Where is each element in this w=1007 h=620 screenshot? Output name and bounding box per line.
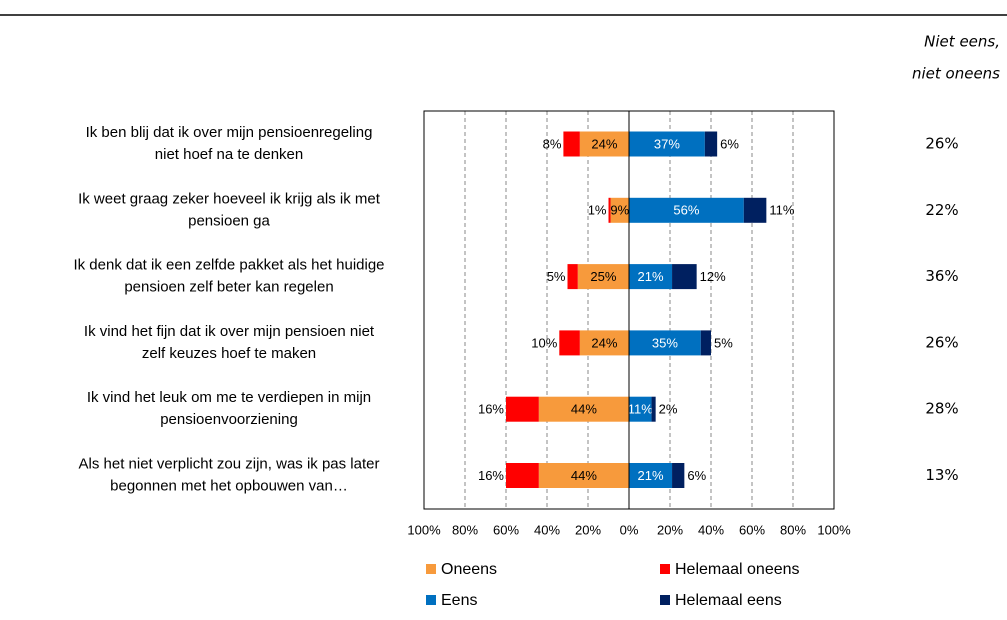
legend-swatch	[426, 595, 436, 605]
legend-swatch	[426, 564, 436, 574]
data-label: 2%	[659, 402, 678, 417]
bar	[610, 197, 629, 223]
bar	[704, 131, 718, 157]
bar	[608, 197, 611, 223]
neutral-value: 26%	[925, 333, 958, 351]
y-tick-label: Ik vind het leuk om me te verdiepen in m…	[87, 389, 371, 428]
bar	[506, 463, 539, 488]
data-label: 9%	[610, 203, 629, 218]
x-tick-label: 40%	[534, 522, 560, 537]
data-label: 1%	[588, 203, 607, 218]
bar	[506, 396, 539, 422]
bar	[559, 330, 580, 356]
neutral-value: 26%	[925, 135, 958, 153]
neutral-value: 13%	[925, 466, 958, 484]
x-tick-label: 60%	[493, 522, 519, 537]
x-tick-label: 100%	[407, 522, 441, 537]
neutral-title: Niet eens,	[924, 33, 1000, 51]
y-tick-label: Ik ben blij dat ik over mijn pensioenreg…	[86, 124, 373, 163]
bar	[538, 396, 629, 422]
y-tick-label: Als het niet verplicht zou zijn, was ik …	[79, 455, 380, 494]
bar	[629, 396, 652, 422]
data-label: 16%	[478, 468, 504, 483]
data-label: 5%	[547, 269, 566, 284]
bar	[651, 396, 656, 422]
bar	[700, 330, 711, 356]
x-tick-label: 20%	[657, 522, 683, 537]
bar	[579, 131, 629, 157]
data-label: 24%	[591, 136, 617, 151]
data-label: 16%	[478, 402, 504, 417]
x-tick-label: 80%	[452, 522, 478, 537]
legend-label: Oneens	[441, 561, 497, 578]
data-label: 11%	[628, 402, 653, 417]
data-label: 44%	[571, 402, 597, 417]
data-label: 35%	[652, 335, 678, 350]
x-tick-label: 0%	[620, 522, 639, 537]
bar	[743, 197, 767, 223]
bar	[577, 264, 629, 290]
data-label: 10%	[531, 335, 557, 350]
data-label: 24%	[591, 335, 617, 350]
data-label: 6%	[687, 468, 706, 483]
x-tick-label: 40%	[698, 522, 724, 537]
data-label: 44%	[571, 468, 597, 483]
bar	[672, 463, 685, 488]
bar	[629, 264, 673, 290]
data-label: 21%	[638, 269, 664, 284]
data-label: 25%	[590, 269, 616, 284]
legend-swatch	[660, 564, 670, 574]
y-tick-label: Ik vind het fijn dat ik over mijn pensio…	[84, 323, 375, 362]
bar	[629, 330, 701, 356]
bar	[629, 197, 744, 223]
neutral-title: niet oneens	[912, 65, 1000, 83]
data-label: 37%	[654, 136, 680, 151]
y-tick-label: Ik weet graag zeker hoeveel ik krijg als…	[78, 190, 381, 229]
x-tick-label: 60%	[739, 522, 765, 537]
legend-swatch	[660, 595, 670, 605]
bar	[629, 463, 673, 488]
data-label: 11%	[769, 203, 794, 218]
data-label: 8%	[543, 136, 562, 151]
y-tick-label: Ik denk dat ik een zelfde pakket als het…	[73, 257, 384, 296]
bar	[538, 463, 629, 488]
neutral-value: 22%	[925, 201, 958, 219]
data-label: 5%	[714, 335, 733, 350]
data-label: 12%	[700, 269, 726, 284]
x-tick-label: 20%	[575, 522, 601, 537]
data-label: 56%	[673, 203, 699, 218]
neutral-value: 36%	[925, 267, 958, 285]
bar	[579, 330, 629, 356]
x-tick-label: 80%	[780, 522, 806, 537]
data-label: 6%	[720, 136, 739, 151]
bar	[672, 264, 697, 290]
legend-label: Helemaal oneens	[675, 561, 800, 578]
legend-label: Eens	[441, 592, 477, 609]
bar	[567, 264, 578, 290]
bar	[563, 131, 580, 157]
bar	[629, 131, 705, 157]
neutral-value: 28%	[925, 400, 958, 418]
x-tick-label: 100%	[817, 522, 851, 537]
data-label: 21%	[638, 468, 664, 483]
legend-label: Helemaal eens	[675, 592, 782, 609]
